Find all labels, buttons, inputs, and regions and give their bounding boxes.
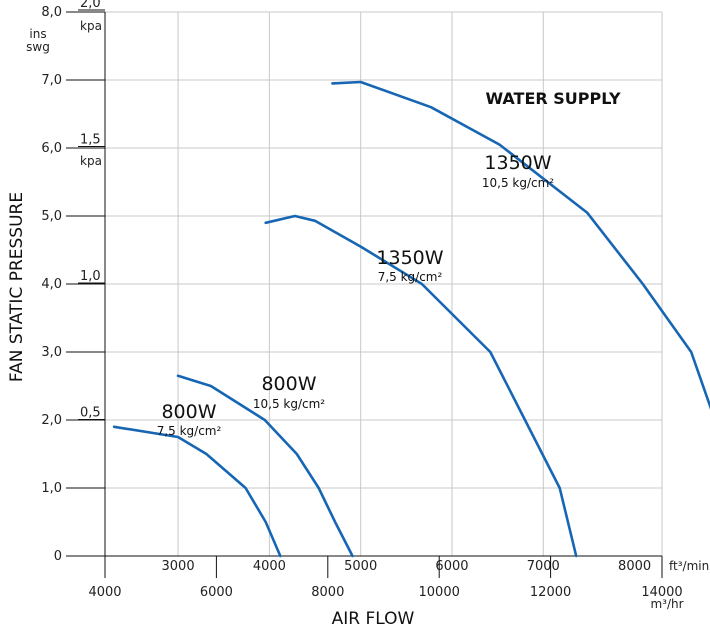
series-line-4: [331, 80, 710, 410]
x2-tick-label: 10000: [419, 585, 460, 600]
x-axis-title: AIR FLOW: [332, 609, 415, 629]
x-tick-label: 6000: [435, 559, 468, 574]
series-label-800w-7-5: 800W 7,5 kg/cm²: [157, 401, 222, 438]
series-label-sub: 7,5 kg/cm²: [378, 270, 443, 284]
series-label-main: 800W: [261, 373, 316, 395]
x2-tick-label: 14000: [641, 585, 682, 600]
x2-tick-label: 6000: [200, 585, 233, 600]
series-label-1350w-7-5: 1350W 7,5 kg/cm²: [376, 247, 443, 284]
y2-unit-top: kpa: [80, 19, 102, 33]
x-unit: ft³/min: [669, 559, 709, 573]
y-tick-label: 2,0: [41, 413, 62, 428]
y2-tick-label: 0,5: [80, 406, 101, 421]
chart-title: WATER SUPPLY: [485, 89, 620, 108]
x2-tick-label: 12000: [530, 585, 571, 600]
y-axis-title: FAN STATIC PRESSURE: [7, 192, 27, 382]
y-unit-top: ins swg: [26, 27, 50, 54]
series-label-sub: 10,5 kg/cm²: [253, 397, 325, 411]
series-label-main: 800W: [161, 401, 216, 423]
y-tick-label: 1,0: [41, 481, 62, 496]
series-label-sub: 7,5 kg/cm²: [157, 424, 222, 438]
series-line-1: [112, 425, 282, 558]
x-tick-label: 3000: [162, 559, 195, 574]
series-label-800w-10-5: 800W 10,5 kg/cm²: [253, 373, 325, 411]
series-label-sub: 10,5 kg/cm²: [482, 176, 554, 190]
y-tick-label: 7,0: [41, 73, 62, 88]
x-tick-label: 5000: [344, 559, 377, 574]
y-tick-label: 0: [54, 549, 62, 564]
y2-tick-label: 1,5: [80, 133, 101, 148]
series-line-2: [176, 374, 354, 558]
y-tick-label: 5,0: [41, 209, 62, 224]
y-tick-label: 3,0: [41, 345, 62, 360]
y-tick-label: 6,0: [41, 141, 62, 156]
x2-tick-label: 8000: [311, 585, 344, 600]
tick-layer: 0 1,0 2,0 3,0 4,0 5,0 6,0 7,0 8,0 0,5 1,0 1,5 2,0 300…: [41, 0, 682, 600]
series-label-1350w-10-5: 1350W 10,5 kg/cm²: [482, 152, 554, 190]
y-tick-label: 8,0: [41, 5, 62, 20]
x2-tick-label: 4000: [88, 585, 121, 600]
series-line-3: [264, 214, 578, 558]
grid-layer: [104, 11, 663, 557]
x2-unit: m³/hr: [650, 597, 683, 611]
x-tick-label: 4000: [253, 559, 286, 574]
y2-tick-label: 1,0: [80, 269, 101, 284]
y2-unit-mid: kpa: [80, 154, 102, 168]
x-tick-label: 7000: [527, 559, 560, 574]
series-label-main: 1350W: [484, 152, 551, 174]
y-tick-label: 4,0: [41, 277, 62, 292]
series-label-main: 1350W: [376, 247, 443, 269]
series-layer: [112, 80, 710, 558]
y2-tick-label: 2,0: [80, 0, 101, 11]
x-tick-label: 8000: [618, 559, 651, 574]
